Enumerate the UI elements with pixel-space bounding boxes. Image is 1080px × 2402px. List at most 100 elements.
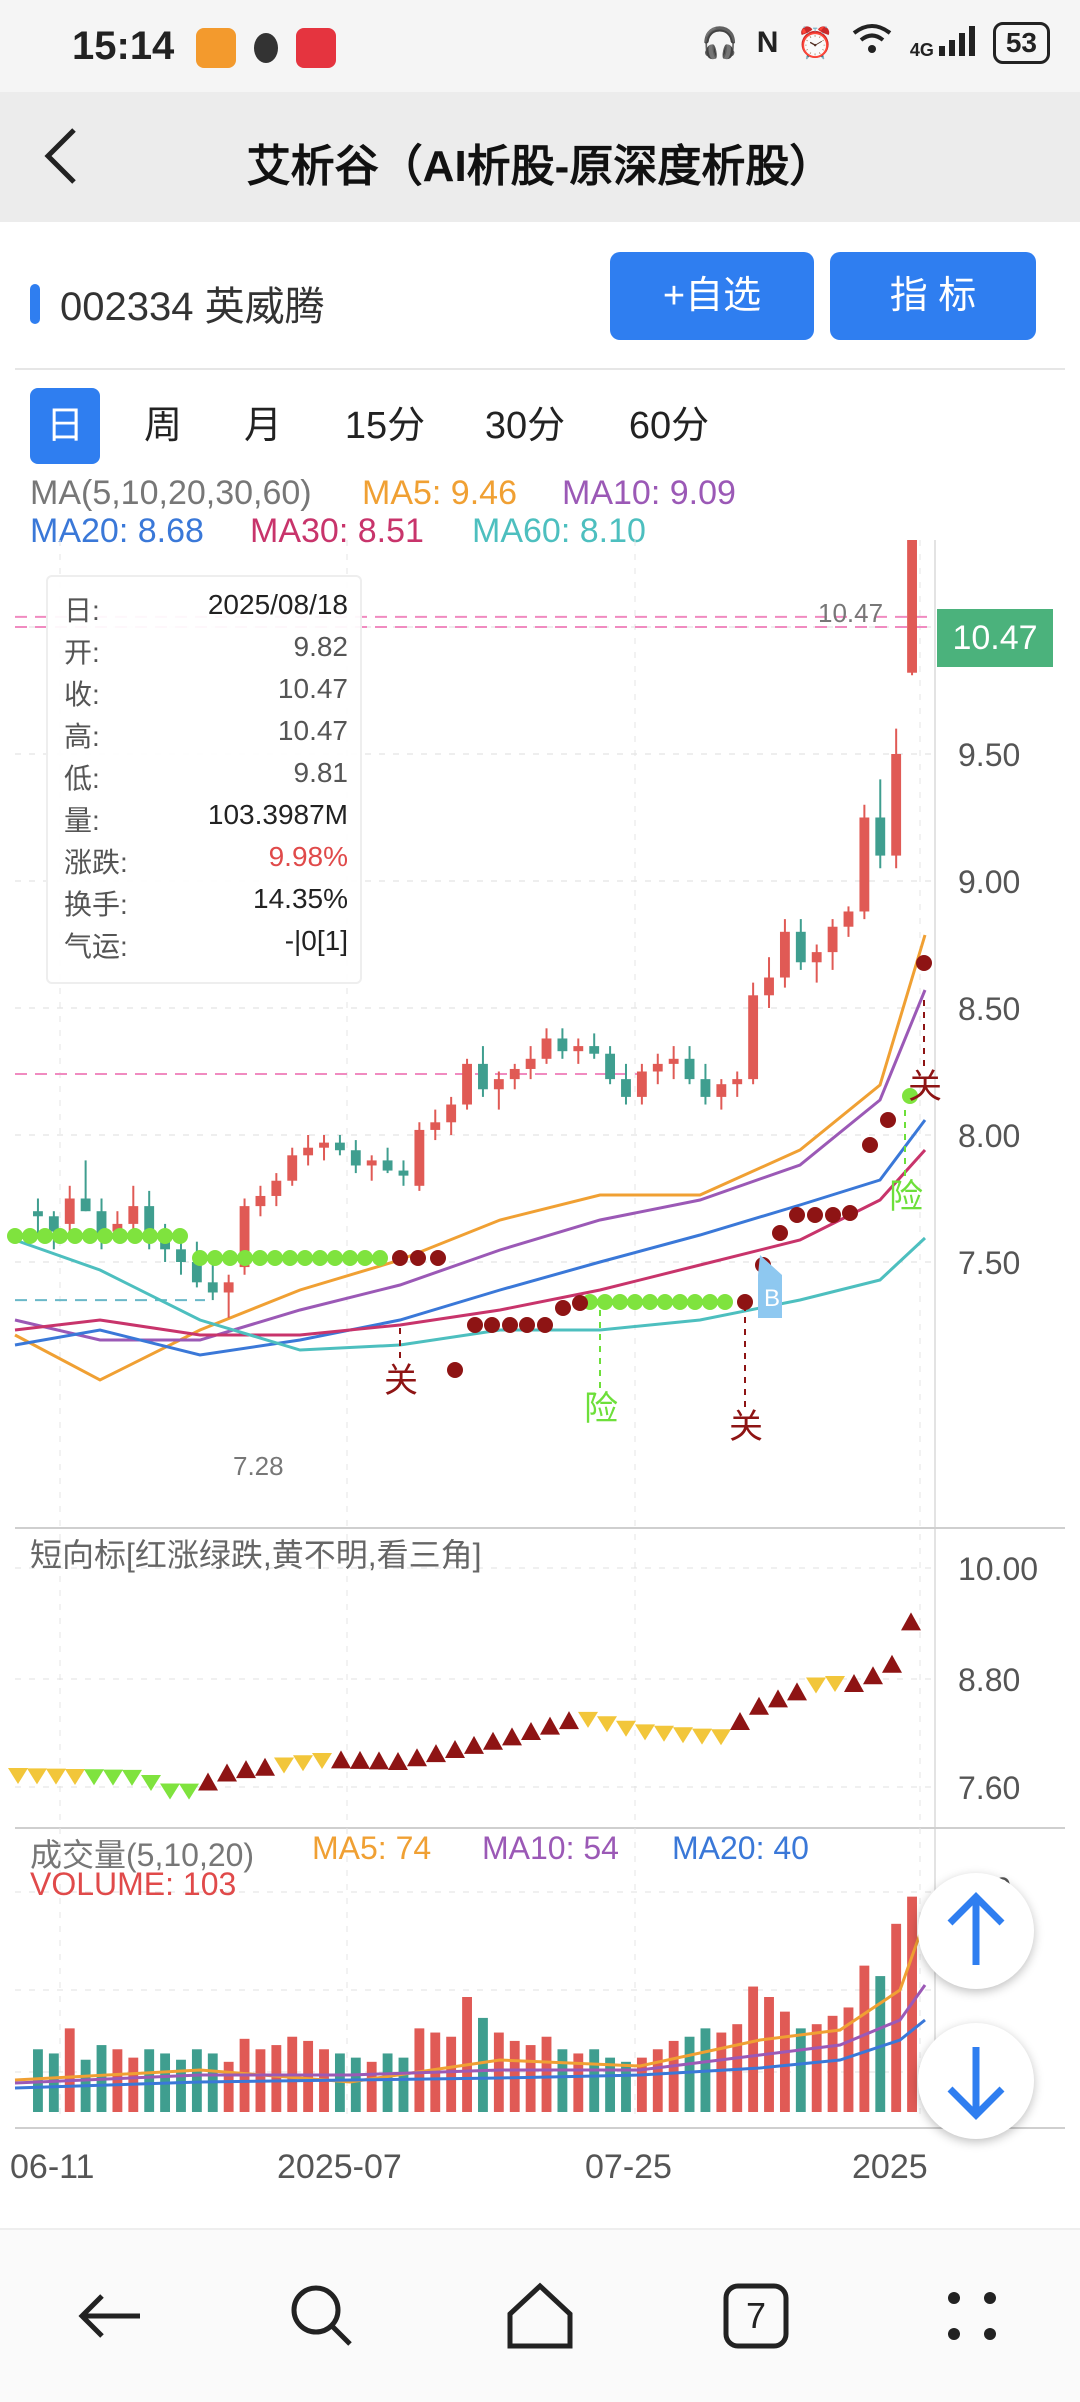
add-watchlist-button[interactable]: +自选 <box>610 252 814 340</box>
info-key: 开: <box>64 637 100 668</box>
direction-triangle <box>46 1768 66 1785</box>
signal-dot-green <box>127 1228 143 1244</box>
info-key: 收: <box>64 679 100 710</box>
volume-bar <box>493 2032 504 2112</box>
nav-home-button[interactable] <box>500 2276 580 2356</box>
volume-bar <box>605 2057 616 2112</box>
tab-30min[interactable]: 30分 <box>484 405 566 447</box>
volume-bar <box>573 2053 584 2112</box>
candle-body <box>573 1046 584 1052</box>
app-notification-icon <box>196 28 236 68</box>
candle-body <box>652 1063 663 1072</box>
signal-label-xian: 险 <box>889 1178 923 1216</box>
candle-body <box>207 1282 218 1293</box>
date-axis-label: 2025 <box>852 2148 928 2186</box>
signal-dot-red <box>484 1317 500 1333</box>
volume-bar <box>350 2057 361 2112</box>
signal-dot-red <box>447 1362 463 1378</box>
direction-triangle <box>597 1716 617 1733</box>
tab-15min[interactable]: 15分 <box>344 405 426 447</box>
ma20-legend: MA20: 8.68 <box>30 512 204 550</box>
signal-dot-red <box>430 1250 446 1266</box>
volume-bar <box>843 2007 854 2112</box>
direction-triangle <box>578 1711 598 1728</box>
status-bar: 15:14 🎧 N ⏰ 4G 53 <box>0 0 1080 92</box>
signal-dot-red <box>880 1112 896 1128</box>
info-value: 103.3987M <box>207 799 348 830</box>
direction-triangle <box>198 1772 218 1791</box>
back-button[interactable] <box>30 116 110 196</box>
info-key: 换手: <box>64 889 128 920</box>
signal-dot-red <box>825 1207 841 1223</box>
signal-dot-green <box>597 1294 613 1310</box>
ma-legend-title: MA(5,10,20,30,60) <box>30 474 312 512</box>
direction-triangle <box>901 1612 921 1631</box>
candle-body <box>779 931 790 978</box>
price-axis-label: 9.00 <box>958 864 1020 900</box>
candle-body <box>907 540 917 673</box>
direction-triangle <box>217 1763 237 1782</box>
volume-bar <box>446 2036 457 2112</box>
info-row: 涨跌: 9.98% <box>64 841 348 881</box>
tab-60min[interactable]: 60分 <box>628 405 710 447</box>
page-title: 艾析谷（AI析股-原深度析股） <box>246 142 834 191</box>
nav-search-button[interactable] <box>282 2276 362 2356</box>
volume-ma20: MA20: 40 <box>672 1830 809 1866</box>
tab-week[interactable]: 周 <box>143 405 182 447</box>
volume-bar <box>112 2049 123 2112</box>
nav-tabs-button[interactable]: 7 <box>716 2276 796 2356</box>
candle-body <box>509 1068 520 1080</box>
volume-bar <box>64 2028 75 2112</box>
price-axis-label: 7.50 <box>958 1245 1020 1281</box>
ma20-line <box>14 1119 927 1357</box>
scroll-up-button[interactable] <box>918 1873 1034 1989</box>
signal-dot-green <box>37 1228 53 1244</box>
direction-triangle <box>825 1676 845 1692</box>
signal-dot-red <box>537 1317 553 1333</box>
volume-ma20-line <box>14 2018 926 2090</box>
candle-body <box>271 1180 282 1196</box>
info-row: 高: 10.47 <box>64 715 348 755</box>
candle-body <box>462 1063 472 1105</box>
direction-triangle <box>654 1725 674 1742</box>
ma60-legend: MA60: 8.10 <box>472 512 646 550</box>
signal-dot-green <box>717 1294 733 1310</box>
candle-body <box>478 1063 488 1090</box>
info-key: 日: <box>64 595 100 626</box>
indicator-button[interactable]: 指 标 <box>830 252 1036 340</box>
info-value: 10.47 <box>277 715 348 746</box>
stock-accent-bar <box>30 284 40 324</box>
direction-triangle <box>179 1783 199 1800</box>
search-icon <box>291 2285 352 2346</box>
info-value: 9.82 <box>293 631 349 662</box>
direction-triangle <box>559 1711 579 1730</box>
price-axis-label: 8.00 <box>958 1118 1020 1154</box>
signal-dot-green <box>327 1250 343 1266</box>
menu-dots-icon <box>948 2292 996 2340</box>
ma60-line <box>14 1236 927 1352</box>
candle-body <box>589 1046 600 1054</box>
info-key: 量: <box>64 805 100 836</box>
ma10-legend: MA10: 9.09 <box>562 474 736 512</box>
candle-body <box>605 1053 616 1080</box>
tab-month[interactable]: 月 <box>243 405 282 447</box>
nav-back-button[interactable] <box>70 2276 150 2356</box>
signal-dot-green <box>902 1088 918 1104</box>
tab-day[interactable]: 日 <box>30 388 100 464</box>
direction-triangle <box>483 1731 503 1750</box>
scroll-down-button[interactable] <box>918 2023 1034 2139</box>
volume-bar <box>589 2049 600 2112</box>
kline-chart[interactable]: 10.009.509.008.508.007.50关关关险险B10.477.28… <box>0 540 1080 2240</box>
candle-body <box>716 1084 727 1097</box>
date-axis-label: 07-25 <box>585 2148 672 2186</box>
candle-body <box>255 1195 266 1207</box>
signal-dot-red <box>555 1300 571 1316</box>
candle-body <box>446 1104 457 1123</box>
candle-body <box>764 977 774 996</box>
arrow-up-icon <box>947 1892 1005 1965</box>
signal-dot-red <box>467 1317 483 1333</box>
nav-menu-button[interactable] <box>932 2276 1012 2356</box>
signal-dot-green <box>357 1250 373 1266</box>
info-value: 9.81 <box>293 757 349 788</box>
info-value: 2025/08/18 <box>207 589 348 620</box>
